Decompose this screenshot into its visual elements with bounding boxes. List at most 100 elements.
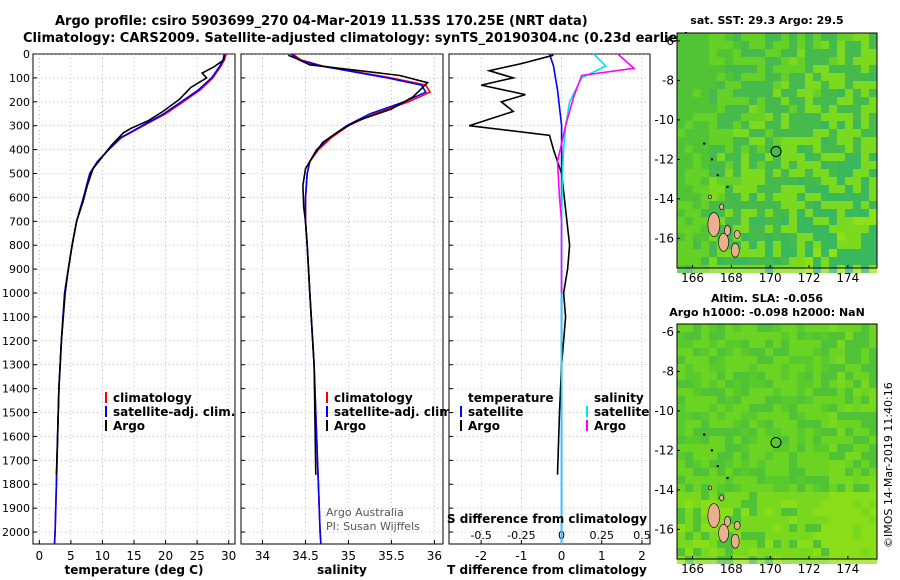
map-cell bbox=[869, 388, 877, 396]
map-cell bbox=[749, 33, 757, 41]
map-cell bbox=[717, 129, 725, 137]
map-cell bbox=[693, 89, 701, 97]
map-cell bbox=[837, 129, 845, 137]
map-cell bbox=[797, 257, 805, 265]
map-cell bbox=[813, 484, 821, 492]
map-cell bbox=[749, 436, 757, 444]
map-cell bbox=[677, 185, 685, 193]
map-cell bbox=[821, 217, 829, 225]
map-cell bbox=[749, 201, 757, 209]
map-cell bbox=[845, 404, 853, 412]
map-cell bbox=[701, 193, 709, 201]
map-cell bbox=[853, 257, 861, 265]
map-cell bbox=[701, 372, 709, 380]
map-cell bbox=[757, 332, 765, 340]
map-cell bbox=[781, 49, 789, 57]
map-cell bbox=[773, 460, 781, 468]
map-cell bbox=[757, 185, 765, 193]
sla-map-subtitle: Argo h1000: -0.098 h2000: NaN bbox=[669, 306, 865, 319]
map-cell bbox=[853, 364, 861, 372]
map-cell bbox=[861, 241, 869, 249]
map-cell bbox=[813, 145, 821, 153]
map-cell bbox=[701, 265, 709, 273]
map-cell bbox=[805, 324, 813, 332]
map-cell bbox=[717, 420, 725, 428]
map-cell bbox=[821, 233, 829, 241]
map-cell bbox=[837, 169, 845, 177]
map-cell bbox=[693, 225, 701, 233]
map-cell bbox=[853, 49, 861, 57]
salinity-tick-labels: 34 34.5 35 35.5 36 bbox=[255, 549, 442, 563]
x-tick-label: 0 bbox=[558, 549, 566, 563]
map-cell bbox=[813, 33, 821, 41]
map-cell bbox=[725, 89, 733, 97]
map-cell bbox=[741, 33, 749, 41]
map-cell bbox=[869, 452, 877, 460]
small-island bbox=[702, 433, 706, 436]
map-cell bbox=[685, 65, 693, 73]
map-cell bbox=[813, 460, 821, 468]
map-cell bbox=[685, 484, 693, 492]
map-cell bbox=[701, 81, 709, 89]
map-cell bbox=[845, 372, 853, 380]
map-cell bbox=[837, 73, 845, 81]
map-cell bbox=[765, 193, 773, 201]
map-cell bbox=[845, 412, 853, 420]
difference-series bbox=[468, 53, 636, 544]
map-cell bbox=[805, 33, 813, 41]
map-cell bbox=[725, 372, 733, 380]
map-cell bbox=[749, 57, 757, 65]
map-cell bbox=[821, 161, 829, 169]
map-cell bbox=[733, 113, 741, 121]
map-cell bbox=[845, 396, 853, 404]
map-cell bbox=[725, 508, 733, 516]
map-cell bbox=[765, 444, 773, 452]
depth-tick-label: 1400 bbox=[2, 383, 30, 396]
map-cell bbox=[733, 556, 741, 564]
map-cell bbox=[693, 145, 701, 153]
map-cell bbox=[757, 372, 765, 380]
x-tick-label: 20 bbox=[158, 549, 173, 563]
map-cell bbox=[845, 540, 853, 548]
island bbox=[724, 225, 731, 236]
map-cell bbox=[701, 65, 709, 73]
map-cell bbox=[709, 332, 717, 340]
map-cell bbox=[757, 324, 765, 332]
argo-position-marker bbox=[770, 436, 782, 448]
map-cell bbox=[845, 153, 853, 161]
map-cell bbox=[741, 532, 749, 540]
map-cell bbox=[717, 436, 725, 444]
map-cell bbox=[845, 356, 853, 364]
map-cell bbox=[677, 484, 685, 492]
map-cell bbox=[829, 348, 837, 356]
map-cell bbox=[773, 193, 781, 201]
map-cell bbox=[701, 73, 709, 81]
map-cell bbox=[773, 241, 781, 249]
map-cell bbox=[701, 428, 709, 436]
legend-s-argo-label: Argo bbox=[594, 419, 626, 433]
map-cell bbox=[797, 137, 805, 145]
map-cell bbox=[845, 340, 853, 348]
map-cell bbox=[757, 484, 765, 492]
map-cell bbox=[789, 404, 797, 412]
map-cell bbox=[837, 388, 845, 396]
map-cell bbox=[701, 484, 709, 492]
map-cell bbox=[749, 257, 757, 265]
map-cell bbox=[797, 348, 805, 356]
map-cell bbox=[733, 492, 741, 500]
map-cell bbox=[765, 121, 773, 129]
map-cell bbox=[733, 444, 741, 452]
map-cell bbox=[853, 476, 861, 484]
map-cell bbox=[749, 265, 757, 273]
map-cell bbox=[797, 372, 805, 380]
legend-satellite-label: satellite-adj. clim. bbox=[334, 405, 456, 419]
map-cell bbox=[701, 452, 709, 460]
map-cell bbox=[677, 57, 685, 65]
map-cell bbox=[701, 516, 709, 524]
map-cell bbox=[821, 265, 829, 273]
map-cell bbox=[749, 97, 757, 105]
legend-salinity-title: salinity bbox=[594, 391, 644, 405]
map-cell bbox=[693, 241, 701, 249]
map-cell bbox=[749, 241, 757, 249]
